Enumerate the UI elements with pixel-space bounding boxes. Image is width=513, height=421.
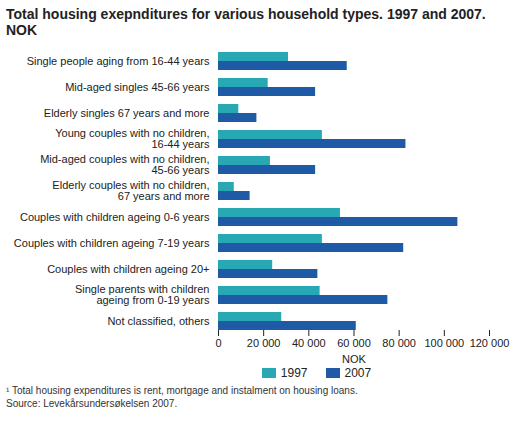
svg-text:Couples with children ageing 7: Couples with children ageing 7-19 years — [14, 237, 210, 249]
svg-text:Mid-aged singles 45-66 years: Mid-aged singles 45-66 years — [65, 81, 210, 93]
html-text:¹ Total housing expenditures i: ¹ Total housing expenditures is rent, mo… — [6, 385, 358, 396]
svg-text:Elderly singles 67 years and m: Elderly singles 67 years and more — [44, 107, 210, 119]
svg-text:80 000: 80 000 — [382, 337, 416, 349]
svg-text:Elderly couples with no childr: Elderly couples with no children,67 year… — [52, 179, 209, 202]
svg-text:100 000: 100 000 — [424, 337, 464, 349]
svg-text:NOK: NOK — [342, 353, 367, 365]
svg-text:Couples with children ageing 2: Couples with children ageing 20+ — [47, 263, 209, 275]
svg-text:40 000: 40 000 — [292, 337, 326, 349]
html-text:Source: Levekårsundersøkelsen: Source: Levekårsundersøkelsen 2007. — [6, 398, 178, 409]
svg-text:Single people aging from 16-44: Single people aging from 16-44 years — [27, 55, 210, 67]
svg-text:Mid-aged couples with no child: Mid-aged couples with no children,45-66 … — [40, 153, 210, 176]
svg-text:60 000: 60 000 — [337, 337, 371, 349]
svg-text:120 000: 120 000 — [470, 337, 510, 349]
html-text:Total housing exepnditures for: Total housing exepnditures for various h… — [6, 6, 486, 38]
svg-text:20 000: 20 000 — [247, 337, 281, 349]
svg-text:Single parents with childrenag: Single parents with childrenageing from … — [75, 283, 210, 306]
html-text:1997: 1997 — [280, 366, 308, 380]
svg-text:0: 0 — [215, 337, 221, 349]
svg-text:Young couples with no children: Young couples with no children,16-44 yea… — [55, 127, 210, 150]
svg-text:Couples with children ageing 0: Couples with children ageing 0-6 years — [20, 211, 210, 223]
svg-text:Not classified, others: Not classified, others — [107, 315, 210, 327]
html-text:2007: 2007 — [344, 366, 372, 380]
